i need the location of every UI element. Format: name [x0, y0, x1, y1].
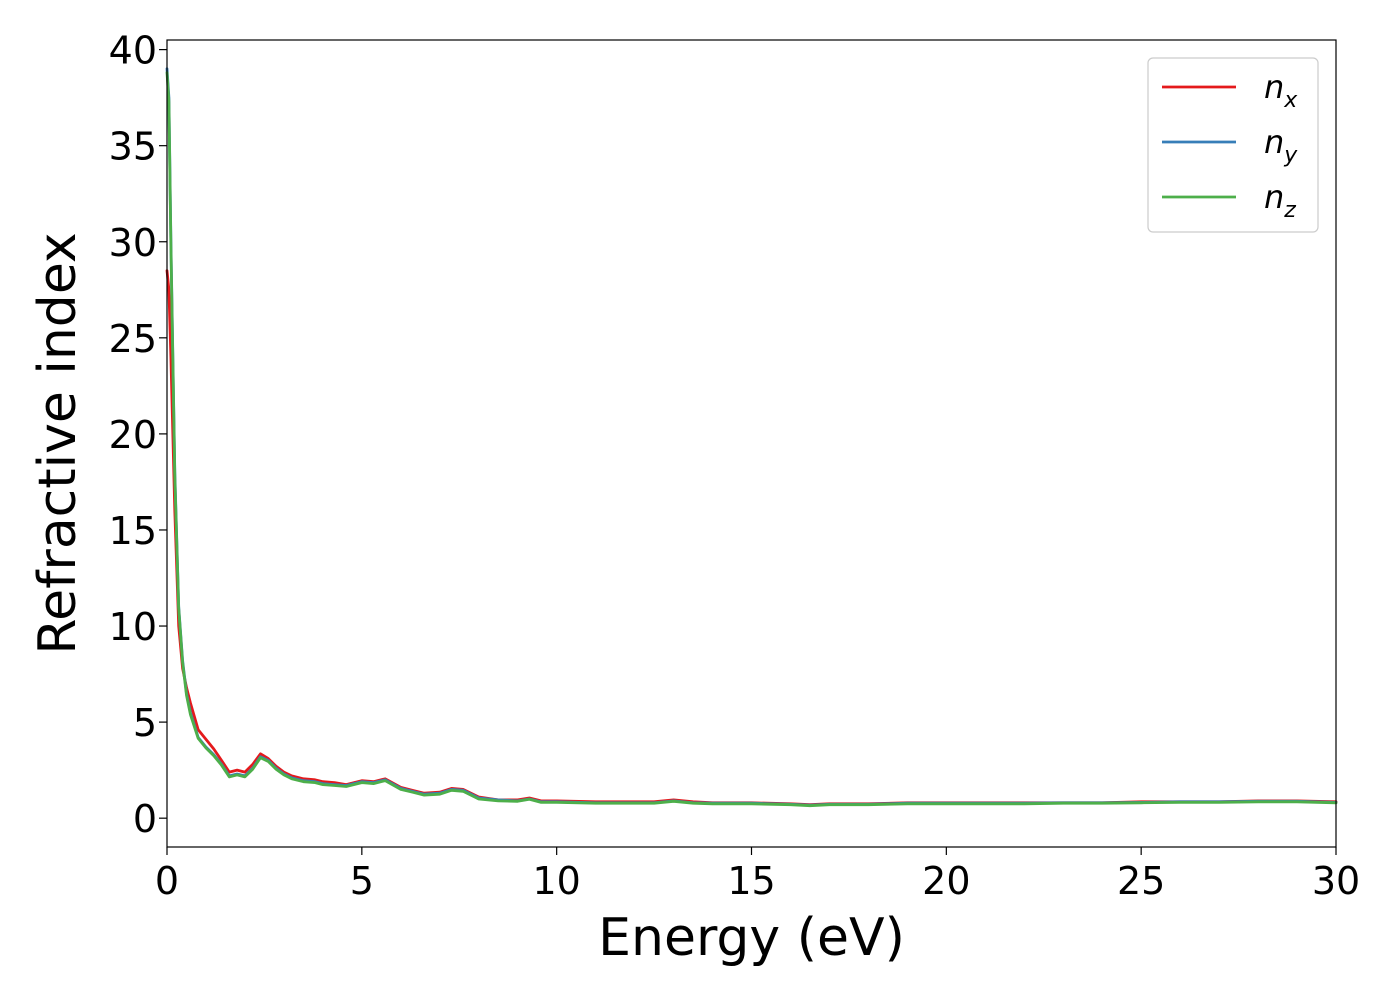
x-tick-label: 0	[155, 859, 179, 903]
y-tick-label: 0	[133, 797, 157, 841]
x-axis-title: Energy (eV)	[598, 908, 905, 968]
series-line-nx	[165, 269, 1338, 807]
y-tick-label: 35	[109, 125, 157, 169]
series-line-nz	[165, 71, 1338, 808]
y-tick-label: 30	[109, 221, 157, 265]
x-tick-label: 10	[532, 859, 580, 903]
legend-box	[1147, 57, 1319, 233]
y-axis-title: Refractive index	[28, 232, 88, 654]
y-tick-label: 15	[109, 509, 157, 553]
tick-layer: 0 5 10 15 20 25 30 0 5 10 15 20 25 30 35 40	[109, 29, 1361, 903]
y-tick-label: 40	[109, 29, 157, 73]
legend: nx ny nz	[1147, 57, 1319, 233]
y-tick-label: 10	[109, 605, 157, 649]
x-tick-label: 20	[922, 859, 970, 903]
legend-label-nx: nx	[1264, 68, 1298, 113]
y-tick-label: 20	[109, 413, 157, 457]
series-layer	[165, 67, 1338, 808]
x-tick-label: 25	[1117, 859, 1165, 903]
x-tick-label: 30	[1312, 859, 1360, 903]
y-tick-label: 5	[133, 701, 157, 745]
y-tick-label: 25	[109, 317, 157, 361]
legend-label-nz: nz	[1264, 178, 1296, 223]
legend-label-ny: ny	[1264, 123, 1298, 168]
x-tick-label: 5	[350, 859, 374, 903]
x-tick-label: 15	[727, 859, 775, 903]
